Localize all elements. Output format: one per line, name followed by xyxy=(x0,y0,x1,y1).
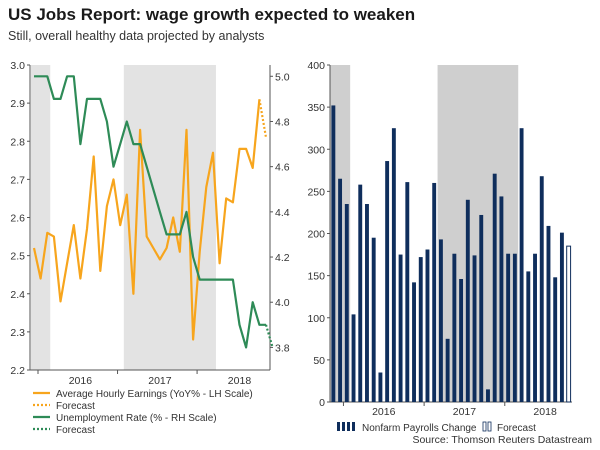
shaded-period-1 xyxy=(437,65,519,402)
legend-swatch xyxy=(487,421,492,432)
left-tick-label: 2.2 xyxy=(10,365,25,377)
y-tick-label: 200 xyxy=(307,229,325,241)
legend-label: Forecast xyxy=(56,425,95,436)
payroll-bar xyxy=(391,128,396,402)
left-tick-label: 3.0 xyxy=(10,60,25,72)
payroll-bar xyxy=(398,254,403,402)
y-tick-label: 0 xyxy=(319,397,325,409)
legend-swatch xyxy=(347,422,350,431)
payroll-bar xyxy=(479,214,484,402)
left-tick-label: 2.9 xyxy=(10,98,25,110)
y-tick-label: 150 xyxy=(307,271,325,283)
series-line-1 xyxy=(258,99,268,138)
left-tick-label: 2.4 xyxy=(10,289,25,301)
y-tick-label: 350 xyxy=(307,102,325,114)
legend-label: Forecast xyxy=(497,423,536,434)
x-tick-label: 2017 xyxy=(453,406,477,418)
payroll-bar xyxy=(425,249,430,402)
payroll-bar xyxy=(438,239,443,402)
payroll-bar xyxy=(344,204,349,402)
y-tick-label: 50 xyxy=(313,355,325,367)
payroll-bar xyxy=(499,196,504,402)
left-tick-label: 2.3 xyxy=(10,327,25,339)
payroll-bar xyxy=(452,253,457,402)
payroll-bar xyxy=(432,182,437,402)
left-tick-label: 2.8 xyxy=(10,136,25,148)
source-note: Source: Thomson Reuters Datastream xyxy=(412,434,592,446)
payroll-bar xyxy=(412,282,416,402)
legend-swatch xyxy=(337,422,340,431)
y-tick-label: 100 xyxy=(307,313,325,325)
payroll-bar xyxy=(519,128,524,402)
series-line-3 xyxy=(264,324,274,348)
payroll-bar xyxy=(539,176,544,402)
shaded-period-1 xyxy=(123,65,216,370)
payroll-bar xyxy=(492,173,497,402)
payroll-bar xyxy=(486,389,490,402)
left-tick-label: 2.5 xyxy=(10,251,25,263)
payroll-bar xyxy=(358,184,363,402)
payroll-bar xyxy=(418,257,423,402)
x-tick-label: 2017 xyxy=(148,375,172,387)
payroll-bar xyxy=(371,237,376,402)
payroll-bar xyxy=(559,232,564,402)
forecast-bar xyxy=(566,245,572,403)
payroll-bar xyxy=(405,182,410,402)
payroll-bar xyxy=(472,255,477,402)
legend-label: Average Hourly Earnings (YoY% - LH Scale… xyxy=(56,389,253,400)
legend-label: Forecast xyxy=(56,401,95,412)
left-tick-label: 2.6 xyxy=(10,213,25,225)
legend-swatch xyxy=(482,421,487,432)
series-line-2 xyxy=(34,75,266,349)
legend-label: Unemployment Rate (% - RH Scale) xyxy=(56,413,217,424)
payroll-bar xyxy=(546,225,551,402)
payroll-bar xyxy=(351,314,356,402)
payroll-bar xyxy=(338,178,343,402)
payroll-bar xyxy=(465,199,470,402)
payroll-bar xyxy=(526,271,531,402)
x-tick-label: 2018 xyxy=(228,375,252,387)
payroll-bar xyxy=(445,338,450,402)
chart-subtitle: Still, overall healthy data projected by… xyxy=(8,29,265,43)
right-tick-label: 4.0 xyxy=(275,297,290,309)
x-tick-label: 2016 xyxy=(372,406,396,418)
shaded-period-0 xyxy=(31,65,51,370)
right-tick-label: 3.8 xyxy=(275,342,290,354)
series-line-0 xyxy=(32,99,261,341)
payroll-bar xyxy=(533,253,537,402)
payroll-bar xyxy=(365,204,369,402)
payroll-bar xyxy=(506,253,511,402)
legend-label: Nonfarm Payrolls Change xyxy=(362,423,477,434)
left-tick-label: 2.7 xyxy=(10,174,25,186)
payroll-bar xyxy=(459,278,464,402)
payroll-bar xyxy=(553,277,558,402)
y-tick-label: 300 xyxy=(307,144,325,156)
legend-swatch xyxy=(352,422,355,431)
right-tick-label: 5.0 xyxy=(275,71,290,83)
x-tick-label: 2018 xyxy=(533,406,557,418)
payroll-bar xyxy=(378,372,383,402)
legend-swatch xyxy=(342,422,345,431)
right-tick-label: 4.8 xyxy=(275,116,290,128)
y-tick-label: 250 xyxy=(307,186,325,198)
right-tick-label: 4.2 xyxy=(275,252,290,264)
y-tick-label: 400 xyxy=(307,60,325,72)
payroll-bar xyxy=(512,253,517,402)
x-tick-label: 2016 xyxy=(69,375,93,387)
right-tick-label: 4.4 xyxy=(275,207,290,219)
chart-title: US Jobs Report: wage growth expected to … xyxy=(8,5,416,24)
payroll-bar xyxy=(331,105,336,402)
payroll-bar xyxy=(385,161,390,402)
right-tick-label: 4.6 xyxy=(275,162,290,174)
